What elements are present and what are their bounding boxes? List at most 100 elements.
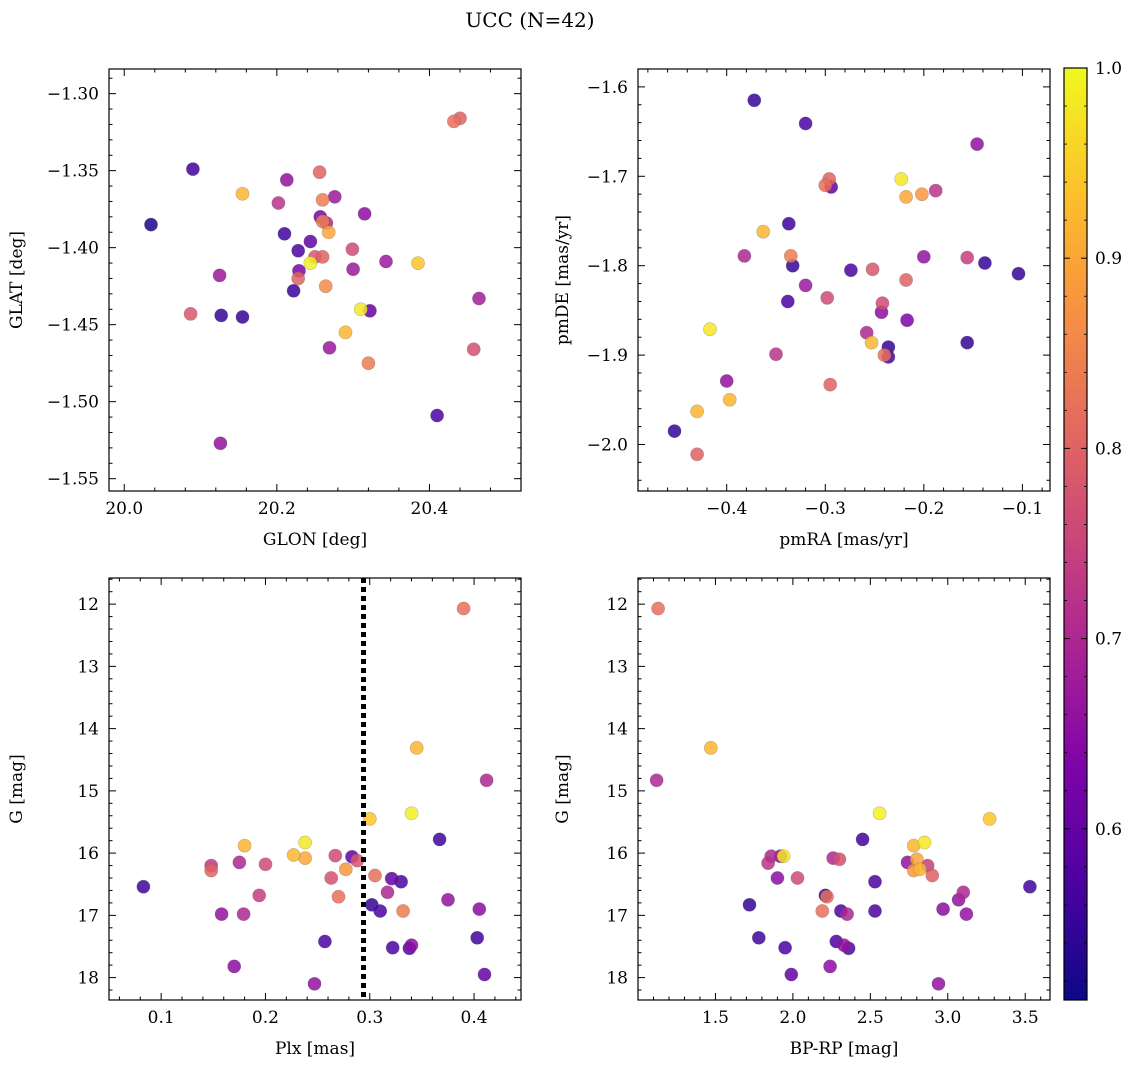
data-point	[185, 162, 200, 176]
y-axis-label: GLAT [deg]	[7, 231, 27, 329]
y-tick-label: −1.6	[587, 78, 628, 98]
axes-frame	[637, 577, 1051, 1001]
data-point	[338, 862, 353, 877]
data-point	[303, 256, 318, 270]
data-point	[318, 279, 333, 294]
data-point	[345, 242, 360, 257]
data-point	[411, 256, 425, 270]
data-point	[931, 976, 946, 991]
y-tick-label: 15	[77, 782, 99, 802]
data-point	[446, 114, 461, 129]
data-point	[312, 165, 327, 180]
data-point	[815, 904, 830, 918]
data-point	[324, 871, 339, 885]
y-tick-label: −1.50	[47, 393, 99, 413]
y-tick-label: 12	[606, 595, 628, 615]
data-point	[331, 889, 346, 904]
data-point	[875, 296, 890, 311]
panels: 20.0 20.2 20.4 −1.55 −1.50 −1.45 −1.40 −1.35 −1.…	[7, 68, 1051, 1059]
y-tick-label: 13	[77, 657, 99, 677]
data-point	[915, 187, 929, 202]
x-tick-label: 2.0	[779, 1008, 806, 1028]
data-point	[928, 183, 943, 198]
panel-bprp-g: 1.5 2.0 2.5 3.0 3.5 12 13 14 15 16 17 18 BP-RP [mag]…	[553, 577, 1051, 1059]
y-tick-label: 14	[606, 720, 628, 740]
y-tick-label: −1.40	[47, 239, 99, 259]
panel-pmra-pmde: −0.4 −0.3 −0.2 −0.1 −2.0 −1.9 −1.8 −1.7 −1.6 pmRA…	[553, 68, 1051, 550]
data-point	[742, 897, 757, 912]
y-tick-label: 16	[77, 844, 99, 864]
data-point	[361, 356, 376, 371]
x-axis-label: Plx [mas]	[275, 1039, 355, 1059]
data-point	[303, 234, 318, 249]
data-point	[321, 225, 336, 240]
data-point	[286, 283, 301, 298]
data-point	[747, 93, 762, 108]
data-point	[315, 249, 330, 264]
y-tick-label: −1.35	[47, 162, 99, 182]
data-point	[756, 224, 771, 239]
x-tick-label: 2.5	[857, 1008, 884, 1028]
data-point	[477, 967, 492, 982]
y-tick-label: 13	[606, 657, 628, 677]
data-point	[291, 243, 306, 258]
data-point	[227, 959, 242, 974]
data-point	[837, 938, 851, 953]
data-point	[362, 812, 377, 826]
colorbar-tick-label: 0.7	[1095, 630, 1122, 650]
data-point	[936, 902, 950, 916]
data-point	[864, 335, 879, 350]
data-point	[868, 874, 882, 889]
points-pmra-pmde	[667, 93, 1026, 462]
data-point	[328, 848, 343, 863]
figure-title: UCC (N=42)	[465, 8, 594, 32]
data-point	[204, 863, 219, 878]
axes-frame	[108, 68, 522, 492]
data-point	[820, 290, 835, 305]
y-tick-label: 16	[606, 844, 628, 864]
data-point	[252, 888, 267, 903]
data-point	[214, 308, 229, 323]
data-point	[327, 189, 342, 204]
data-point	[430, 408, 444, 423]
data-point	[761, 856, 775, 870]
data-point	[823, 959, 837, 974]
data-point	[380, 885, 395, 900]
data-point	[322, 340, 337, 355]
y-tick-label: 14	[77, 720, 99, 740]
data-point	[213, 436, 228, 451]
data-point	[271, 196, 286, 210]
data-point	[1011, 266, 1026, 281]
data-point	[899, 189, 913, 204]
data-point	[818, 178, 833, 193]
x-tick-label: 20.4	[411, 499, 449, 519]
data-point	[916, 249, 931, 264]
data-point	[409, 741, 424, 755]
data-point	[183, 306, 198, 321]
data-point	[472, 291, 486, 306]
data-point	[820, 889, 834, 904]
data-point	[237, 838, 252, 853]
data-point	[286, 848, 301, 862]
data-point	[404, 938, 419, 953]
colorbar-tick-label: 0.6	[1095, 820, 1122, 840]
data-point	[479, 773, 494, 788]
data-point	[404, 806, 419, 821]
data-point	[470, 930, 485, 945]
data-point	[737, 248, 752, 263]
colorbar: 0.6 0.7 0.8 0.9 1.0	[1063, 59, 1122, 1001]
colorbar-tick-label: 0.9	[1095, 249, 1122, 269]
x-tick-label: 3.5	[1012, 1008, 1039, 1028]
y-tick-label: 12	[77, 595, 99, 615]
data-point	[894, 172, 909, 186]
data-point	[868, 904, 882, 918]
data-point	[346, 262, 360, 277]
y-tick-label: 18	[77, 969, 99, 989]
data-point	[298, 835, 312, 850]
data-point	[315, 192, 330, 207]
data-point	[441, 892, 455, 907]
data-point	[781, 216, 796, 231]
data-point	[798, 278, 813, 293]
data-point	[472, 902, 487, 916]
